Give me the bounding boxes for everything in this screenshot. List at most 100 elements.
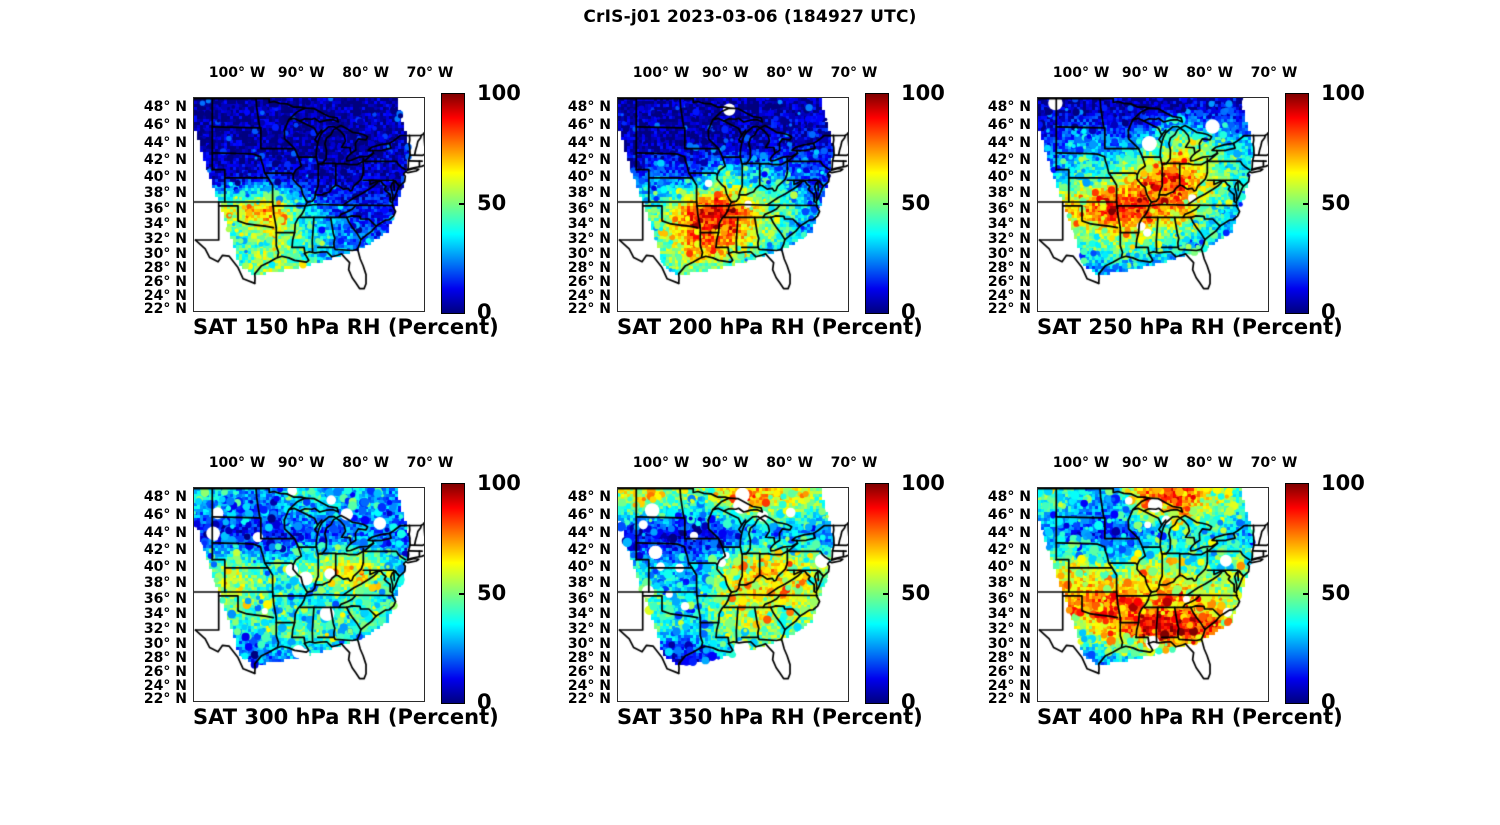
lat-tick-label: 48° N bbox=[987, 99, 1031, 116]
colorbar-midtick bbox=[883, 592, 888, 595]
panel-title: SAT 200 hPa RH (Percent) bbox=[617, 315, 923, 339]
lat-tick-label: 34° N bbox=[987, 606, 1031, 623]
colorbar-tick-label: 0 bbox=[477, 300, 492, 324]
lon-tick-label: 100° W bbox=[632, 65, 690, 81]
lat-tick-label: 44° N bbox=[567, 525, 611, 542]
lat-tick-label: 46° N bbox=[567, 117, 611, 134]
lon-tick-label: 100° W bbox=[208, 455, 266, 471]
lat-tick-label: 44° N bbox=[143, 135, 187, 152]
lon-tick-label: 80° W bbox=[342, 455, 390, 471]
lat-tick-label: 26° N bbox=[567, 274, 611, 291]
lon-tick-label: 80° W bbox=[1186, 455, 1234, 471]
lat-tick-label: 48° N bbox=[567, 99, 611, 116]
lat-tick-label: 44° N bbox=[987, 135, 1031, 152]
panel-250hpa: 100° W 90° W 80° W 70° W 48° N 46° N 44° N 42°… bbox=[972, 52, 1372, 352]
lat-tick-label: 26° N bbox=[143, 274, 187, 291]
colorbar-gradient bbox=[1286, 484, 1308, 703]
lat-tick-label: 24° N bbox=[567, 287, 611, 304]
colorbar-tick-label: 100 bbox=[477, 81, 521, 105]
lat-tick-label: 48° N bbox=[143, 99, 187, 116]
lat-tick-label: 28° N bbox=[143, 259, 187, 276]
lat-tick-label: 42° N bbox=[987, 542, 1031, 559]
colorbar-gradient bbox=[866, 94, 888, 313]
lat-tick-label: 30° N bbox=[143, 635, 187, 652]
lon-tick-label: 70° W bbox=[406, 65, 454, 81]
lat-tick-label: 28° N bbox=[567, 259, 611, 276]
colorbar bbox=[1285, 483, 1309, 704]
map-plot-area bbox=[1037, 487, 1269, 702]
lat-tick-label: 22° N bbox=[567, 691, 611, 708]
colorbar-tick-label: 50 bbox=[477, 190, 507, 215]
colorbar-tick-label: 50 bbox=[1321, 190, 1351, 215]
lat-tick-label: 36° N bbox=[567, 590, 611, 607]
lat-tick-label: 22° N bbox=[987, 691, 1031, 708]
lat-tick-label: 24° N bbox=[987, 287, 1031, 304]
lat-tick-label: 34° N bbox=[143, 216, 187, 233]
lat-tick-label: 38° N bbox=[143, 575, 187, 592]
lat-tick-label: 28° N bbox=[987, 259, 1031, 276]
lat-tick-label: 38° N bbox=[987, 185, 1031, 202]
lat-tick-label: 32° N bbox=[987, 621, 1031, 637]
colorbar-tick-label: 0 bbox=[1321, 300, 1336, 324]
lat-tick-label: 28° N bbox=[143, 649, 187, 666]
lat-tick-label: 30° N bbox=[987, 635, 1031, 652]
lat-tick-label: 42° N bbox=[143, 152, 187, 169]
colorbar bbox=[441, 483, 465, 704]
map-canvas bbox=[1038, 98, 1268, 311]
colorbar-gradient bbox=[442, 94, 464, 313]
lon-tick-label: 70° W bbox=[1250, 455, 1298, 471]
lat-tick-label: 34° N bbox=[567, 216, 611, 233]
lat-tick-label: 28° N bbox=[567, 649, 611, 666]
lat-tick-label: 24° N bbox=[987, 677, 1031, 694]
lon-tick-label: 70° W bbox=[406, 455, 454, 471]
lon-tick-label: 100° W bbox=[208, 65, 266, 81]
lat-tick-label: 48° N bbox=[987, 489, 1031, 506]
lat-tick-label: 36° N bbox=[567, 200, 611, 217]
colorbar bbox=[865, 483, 889, 704]
lat-tick-label: 40° N bbox=[143, 168, 187, 185]
lat-tick-label: 44° N bbox=[987, 525, 1031, 542]
lat-tick-label: 46° N bbox=[987, 117, 1031, 134]
lat-tick-label: 44° N bbox=[143, 525, 187, 542]
map-canvas bbox=[1038, 488, 1268, 701]
colorbar-midtick bbox=[459, 202, 464, 205]
panel-400hpa: 100° W 90° W 80° W 70° W 48° N 46° N 44° N 42°… bbox=[972, 442, 1372, 742]
lat-tick-label: 34° N bbox=[567, 606, 611, 623]
panel-300hpa: 100° W 90° W 80° W 70° W 48° N 46° N 44° N 42°… bbox=[128, 442, 528, 742]
lat-tick-label: 36° N bbox=[143, 200, 187, 217]
lon-tick-label: 90° W bbox=[701, 65, 749, 81]
lat-tick-label: 24° N bbox=[143, 287, 187, 304]
lat-tick-label: 32° N bbox=[567, 231, 611, 247]
colorbar-tick-label: 0 bbox=[1321, 690, 1336, 714]
lon-tick-label: 80° W bbox=[766, 65, 814, 81]
lat-tick-label: 26° N bbox=[143, 664, 187, 681]
colorbar-tick-label: 50 bbox=[1321, 580, 1351, 605]
lat-tick-label: 46° N bbox=[987, 507, 1031, 524]
lat-tick-label: 22° N bbox=[987, 301, 1031, 318]
map-canvas bbox=[194, 488, 424, 701]
colorbar-tick-label: 0 bbox=[901, 690, 916, 714]
lat-tick-label: 44° N bbox=[567, 135, 611, 152]
colorbar-gradient bbox=[1286, 94, 1308, 313]
map-canvas bbox=[618, 98, 848, 311]
colorbar-tick-label: 100 bbox=[901, 81, 945, 105]
lat-tick-label: 22° N bbox=[143, 691, 187, 708]
lon-tick-label: 90° W bbox=[277, 455, 325, 471]
lat-tick-label: 24° N bbox=[567, 677, 611, 694]
lat-tick-label: 42° N bbox=[143, 542, 187, 559]
lon-tick-label: 90° W bbox=[1121, 455, 1169, 471]
lat-tick-label: 48° N bbox=[567, 489, 611, 506]
lat-tick-label: 48° N bbox=[143, 489, 187, 506]
map-canvas bbox=[194, 98, 424, 311]
map-plot-area bbox=[617, 97, 849, 312]
lat-tick-label: 46° N bbox=[567, 507, 611, 524]
lat-tick-label: 30° N bbox=[567, 245, 611, 262]
map-plot-area bbox=[193, 487, 425, 702]
panel-title: SAT 150 hPa RH (Percent) bbox=[193, 315, 499, 339]
lat-tick-label: 32° N bbox=[143, 231, 187, 247]
panel-150hpa: 100° W 90° W 80° W 70° W 48° N 46° N 44° N 42°… bbox=[128, 52, 528, 352]
lon-tick-label: 80° W bbox=[766, 455, 814, 471]
lat-tick-label: 26° N bbox=[987, 274, 1031, 291]
map-plot-area bbox=[617, 487, 849, 702]
